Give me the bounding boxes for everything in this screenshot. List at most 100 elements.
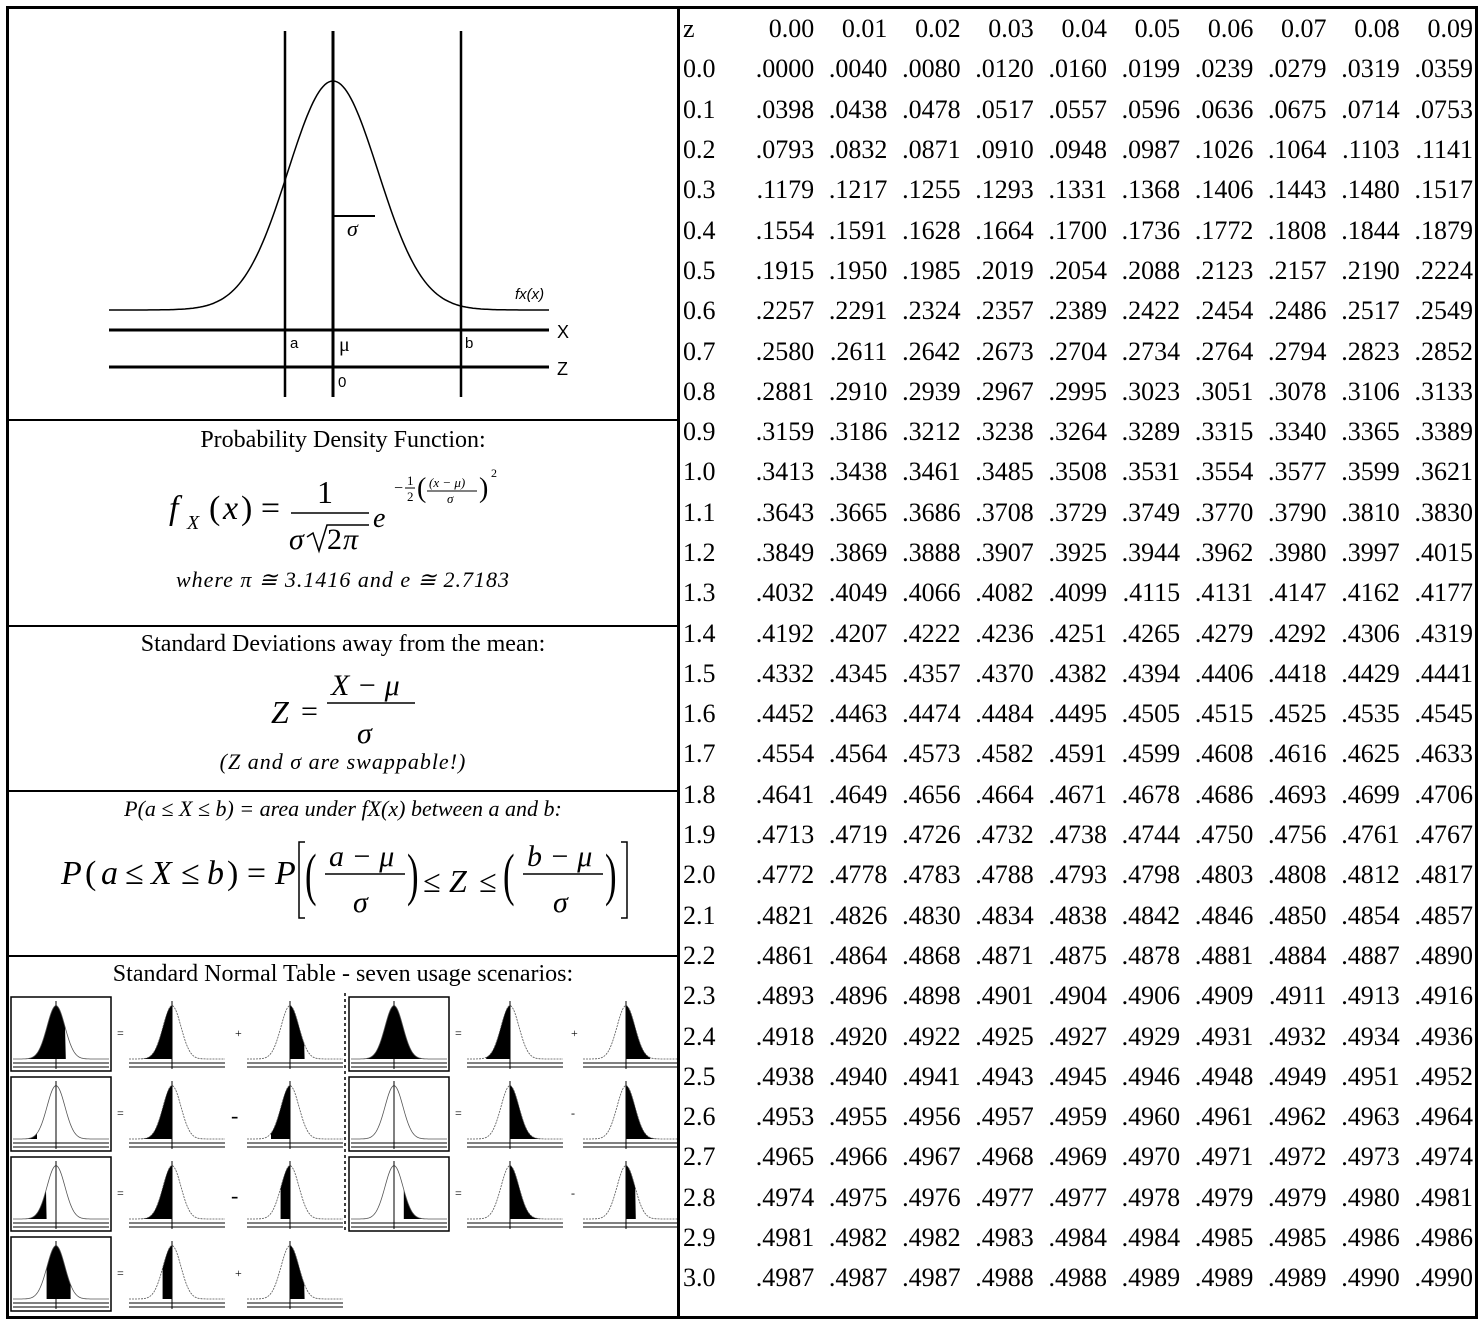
table-row: 2.9 .4981 .4982 .4982 .4983 .4984 .4984 .4985 .4… — [680, 1218, 1475, 1258]
pdf-title: Probability Density Function: — [200, 427, 486, 453]
column-header: 0.07 — [1281, 14, 1327, 44]
table-cell: .2088 — [1121, 255, 1181, 285]
table-cell: .4222 — [902, 618, 961, 648]
table-cell: .1406 — [1194, 175, 1254, 205]
table-cell: .4988 — [1048, 1263, 1107, 1293]
svg-text:σ: σ — [357, 717, 373, 749]
table-cell: .4925 — [975, 1021, 1034, 1051]
operator: = — [455, 1106, 462, 1120]
x-axis-label: X — [557, 322, 569, 342]
table-cell: .0910 — [975, 135, 1034, 165]
probability-title: P(a ≤ X ≤ b) = area under fX(x) between … — [124, 796, 562, 821]
column-header: 0.08 — [1354, 14, 1400, 44]
svg-text:b: b — [207, 855, 224, 892]
table-cell: .4306 — [1341, 618, 1400, 648]
table-cell: .4693 — [1268, 779, 1327, 809]
table-row: 0.3 .1179 .1217 .1255 .1293 .1331 .1368 .1406 .1… — [680, 170, 1475, 210]
table-row: 2.4 .4918 .4920 .4922 .4925 .4927 .4929 .4931 .4… — [680, 1016, 1475, 1056]
table-cell: .2454 — [1194, 296, 1254, 326]
table-cell: .4969 — [1048, 1142, 1107, 1172]
table-cell: .3980 — [1268, 538, 1327, 567]
table-cell: .1026 — [1194, 135, 1254, 165]
scenario-4-total-frame — [348, 1076, 450, 1152]
column-header: 0.04 — [1061, 14, 1107, 44]
table-cell: .4959 — [1048, 1102, 1107, 1132]
table-cell: .3888 — [902, 538, 961, 567]
table-cell: .3159 — [755, 417, 815, 447]
table-cell: .1915 — [755, 255, 815, 285]
table-cell: .3830 — [1414, 497, 1474, 527]
table-cell: .4115 — [1122, 578, 1181, 608]
table-cell: .3264 — [1048, 417, 1107, 447]
table-cell: .2422 — [1121, 296, 1181, 326]
table-cell: .3461 — [902, 457, 961, 487]
z-value-cell: 1.3 — [683, 578, 716, 608]
svg-text:π: π — [343, 523, 359, 556]
table-cell: .1368 — [1121, 175, 1181, 205]
svg-text:(x − μ): (x − μ) — [429, 475, 465, 490]
table-cell: .0359 — [1414, 54, 1474, 84]
table-cell: .4750 — [1194, 820, 1254, 850]
table-row: 1.9 .4713 .4719 .4726 .4732 .4738 .4744 .4750 .4… — [680, 815, 1475, 855]
svg-text:): ) — [605, 843, 617, 907]
scenario-1-b-shade — [290, 1005, 305, 1059]
svg-text:b − μ: b − μ — [527, 840, 592, 873]
table-row: 1.2 .3849 .3869 .3888 .3907 .3925 .3944 .3962 .3… — [680, 533, 1475, 573]
table-cell: .4981 — [755, 1223, 815, 1253]
table-cell: .4881 — [1194, 940, 1254, 970]
table-cell: .4545 — [1414, 699, 1474, 729]
z-value-cell: 1.9 — [683, 820, 716, 850]
table-cell: .0596 — [1121, 94, 1181, 124]
table-cell: .4946 — [1121, 1061, 1181, 1091]
table-cell: .4251 — [1048, 618, 1107, 648]
table-cell: .4803 — [1194, 860, 1254, 890]
column-header: 0.05 — [1134, 14, 1181, 44]
table-cell: .3106 — [1341, 376, 1400, 406]
table-cell: .4207 — [828, 618, 888, 648]
table-cell: .4945 — [1048, 1061, 1107, 1091]
table-cell: .4854 — [1341, 900, 1400, 930]
table-cell: .1217 — [828, 175, 888, 205]
table-cell: .4920 — [828, 1021, 888, 1051]
z-value-cell: 0.4 — [683, 215, 716, 245]
table-cell: .4887 — [1341, 940, 1400, 970]
table-cell: .4934 — [1341, 1021, 1400, 1051]
z-value-cell: 3.0 — [683, 1263, 716, 1293]
table-cell: .4744 — [1121, 820, 1181, 850]
scenario-4-b-curve — [583, 1085, 677, 1140]
table-cell: .0040 — [828, 54, 888, 84]
scenario-6-b-curve — [583, 1165, 677, 1220]
table-cell: .4772 — [755, 860, 815, 890]
table-cell: .4808 — [1268, 860, 1327, 890]
table-cell: .0948 — [1048, 135, 1107, 165]
z-value-cell: 1.5 — [683, 658, 716, 688]
table-cell: .4940 — [828, 1061, 888, 1091]
table-cell: .4941 — [902, 1061, 961, 1091]
zscore-formula: Z = X − μ σ — [271, 669, 415, 749]
table-cell: .2019 — [975, 255, 1034, 285]
svg-text:σ: σ — [553, 886, 569, 919]
table-cell: .1293 — [975, 175, 1034, 205]
table-cell: .1179 — [756, 175, 815, 205]
table-cell: .4871 — [975, 940, 1034, 970]
table-cell: .4974 — [1414, 1142, 1474, 1172]
table-cell: .3869 — [828, 538, 888, 567]
svg-text:(: ( — [209, 490, 220, 527]
z-value-cell: 2.9 — [683, 1223, 716, 1253]
table-cell: .4357 — [902, 658, 961, 688]
table-cell: .4875 — [1048, 940, 1107, 970]
table-cell: .0871 — [902, 135, 961, 165]
normal-curve-figure: σ fx(x) X Z a μ b 0 — [109, 31, 569, 397]
table-cell: .3708 — [975, 497, 1034, 527]
operator: - — [231, 1103, 238, 1128]
z-table-header: z 0.00 0.01 0.02 0.03 0.04 0.05 0.06 0.07 0.08 0.0… — [680, 9, 1475, 49]
table-cell: .4952 — [1414, 1061, 1474, 1091]
table-cell: .4984 — [1121, 1223, 1181, 1253]
table-cell: .4641 — [755, 779, 815, 809]
table-cell: .4778 — [828, 860, 888, 890]
table-cell: .4767 — [1414, 820, 1474, 850]
scenario-2-total-curve — [351, 1005, 447, 1060]
operator: - — [571, 1106, 575, 1120]
table-row: 0.0 .0000 .0040 .0080 .0120 .0160 .0199 .0239 .0… — [680, 49, 1475, 89]
svg-text:P: P — [274, 855, 296, 892]
